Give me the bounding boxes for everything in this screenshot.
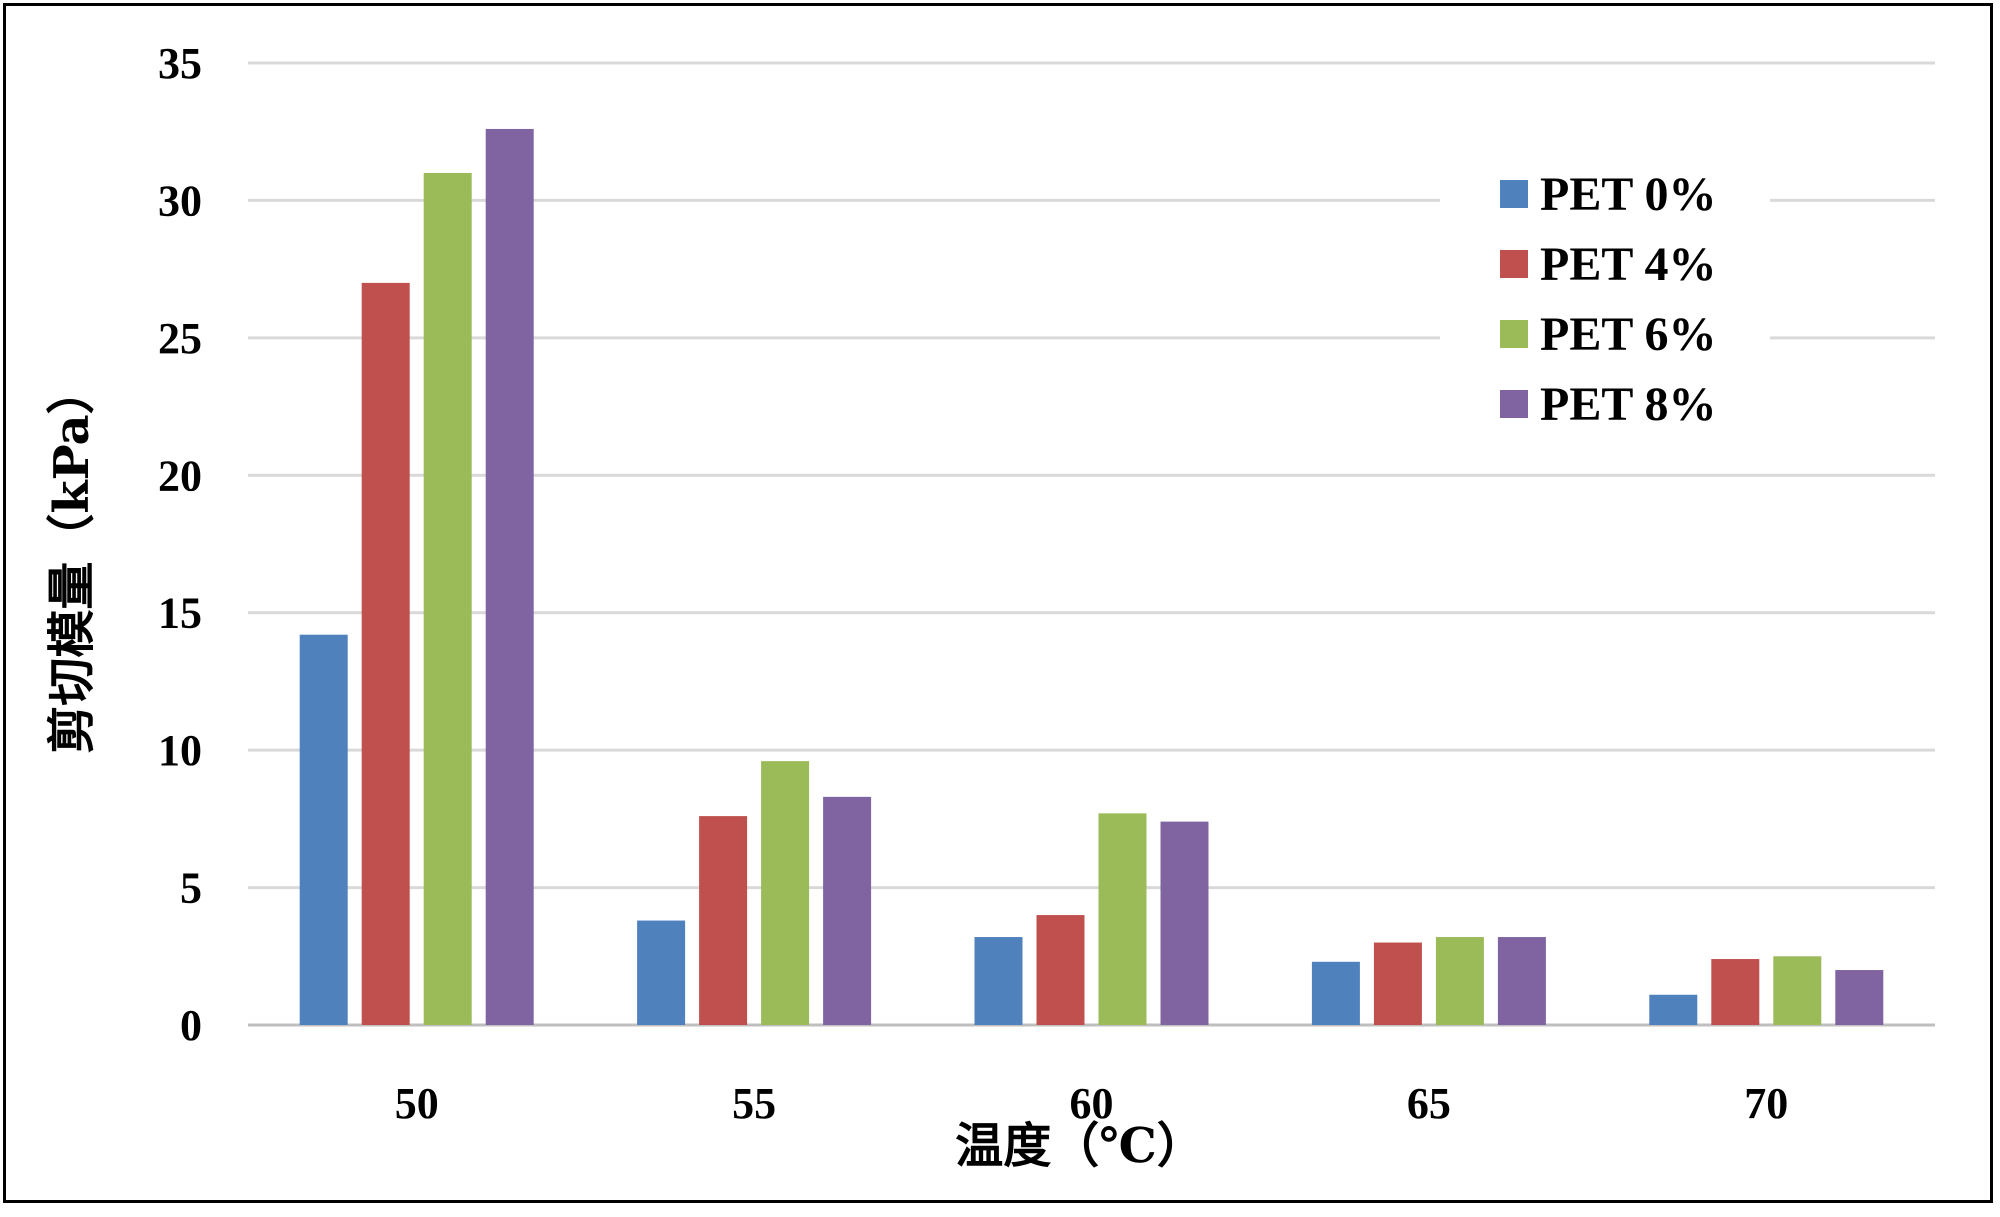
bars bbox=[299, 128, 1884, 1026]
y-tick-label: 20 bbox=[158, 451, 202, 500]
legend-background bbox=[1440, 150, 1770, 440]
bar-pet-6-at-55 bbox=[761, 761, 810, 1025]
legend-swatch bbox=[1500, 390, 1528, 418]
bar-pet-0-at-50 bbox=[299, 634, 348, 1025]
bar-pet-8-at-60 bbox=[1160, 821, 1209, 1025]
legend-label: PET 8% bbox=[1540, 378, 1716, 431]
y-tick-label: 25 bbox=[158, 314, 202, 363]
bar-pet-6-at-50 bbox=[423, 172, 472, 1025]
bar-pet-4-at-50 bbox=[361, 282, 410, 1025]
bar-pet-0-at-65 bbox=[1311, 961, 1360, 1025]
x-axis-title: 温度（℃） bbox=[955, 1118, 1205, 1174]
legend: PET 0% PET 4% PET 6% PET 8% bbox=[1440, 150, 1770, 440]
bar-pet-6-at-70 bbox=[1773, 956, 1822, 1025]
y-tick-label: 10 bbox=[158, 726, 202, 775]
bar-pet-8-at-50 bbox=[485, 128, 534, 1026]
bar-pet-4-at-65 bbox=[1373, 942, 1422, 1025]
bar-pet-0-at-60 bbox=[974, 937, 1023, 1025]
bar-pet-0-at-55 bbox=[637, 920, 686, 1025]
x-tick-label: 50 bbox=[395, 1079, 439, 1128]
legend-label: PET 4% bbox=[1540, 238, 1716, 291]
bar-pet-6-at-65 bbox=[1435, 937, 1484, 1025]
bar-pet-4-at-60 bbox=[1036, 915, 1085, 1025]
x-axis-tick-labels: 50 55 60 65 70 bbox=[395, 1079, 1789, 1128]
x-tick-label: 70 bbox=[1744, 1079, 1788, 1128]
x-tick-label: 65 bbox=[1407, 1079, 1451, 1128]
x-tick-label: 60 bbox=[1070, 1079, 1114, 1128]
legend-label: PET 6% bbox=[1540, 308, 1716, 361]
legend-swatch bbox=[1500, 250, 1528, 278]
legend-swatch bbox=[1500, 180, 1528, 208]
bar-pet-8-at-70 bbox=[1835, 970, 1884, 1025]
legend-swatch bbox=[1500, 320, 1528, 348]
bar-pet-6-at-60 bbox=[1098, 813, 1147, 1025]
y-tick-label: 15 bbox=[158, 589, 202, 638]
bar-pet-8-at-65 bbox=[1497, 937, 1546, 1025]
bar-pet-4-at-55 bbox=[699, 816, 748, 1025]
x-tick-label: 55 bbox=[732, 1079, 776, 1128]
y-tick-label: 5 bbox=[180, 864, 202, 913]
legend-label: PET 0% bbox=[1540, 168, 1716, 221]
bar-pet-4-at-70 bbox=[1711, 959, 1760, 1025]
y-axis-title: 剪切模量（kPa） bbox=[44, 366, 100, 753]
bar-pet-8-at-55 bbox=[823, 796, 872, 1025]
y-tick-label: 35 bbox=[158, 39, 202, 88]
y-tick-label: 0 bbox=[180, 1001, 202, 1050]
y-axis-tick-labels: 0 5 10 15 20 25 30 35 bbox=[158, 39, 202, 1050]
bar-pet-0-at-70 bbox=[1649, 994, 1698, 1025]
y-tick-label: 30 bbox=[158, 176, 202, 225]
